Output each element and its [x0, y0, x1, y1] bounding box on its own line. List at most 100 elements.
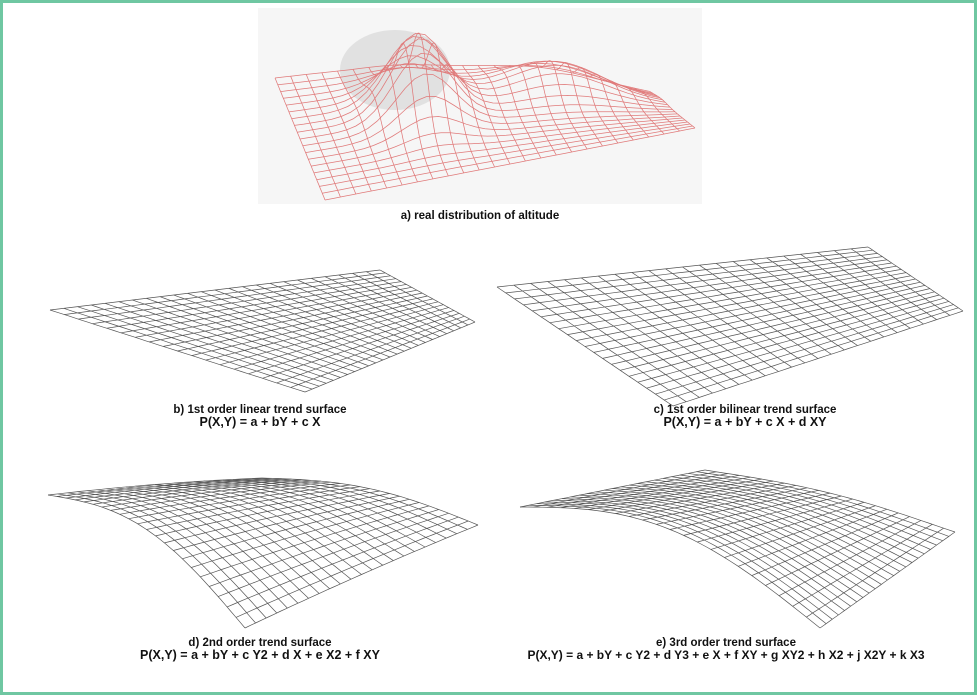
mesh-line-v	[191, 298, 433, 356]
mesh-line-v	[92, 479, 312, 505]
mesh-line-v	[290, 318, 470, 388]
mesh-line-v	[792, 523, 933, 607]
mesh-line-v	[276, 315, 465, 384]
panel-a-background	[258, 8, 702, 204]
caption-c: c) 1st order bilinear trend surface P(X,…	[585, 404, 905, 428]
mesh-line-v	[724, 505, 876, 558]
mesh-line-v	[637, 297, 945, 383]
mesh-line-v	[642, 487, 808, 521]
mesh-e-lines	[519, 469, 956, 629]
mesh-line-v	[226, 516, 459, 608]
mesh-line-v	[101, 480, 321, 508]
caption-c-text: c) 1st order bilinear trend surface	[653, 404, 837, 416]
mesh-line-v	[182, 498, 410, 560]
mesh-line-v	[209, 509, 439, 587]
mesh-line-v	[288, 45, 663, 113]
mesh-line-v	[305, 96, 678, 153]
mesh-line-v	[294, 32, 668, 126]
mesh-line-v	[629, 485, 796, 517]
mesh-line-v	[137, 486, 361, 525]
mesh-line-v	[751, 512, 899, 576]
mesh-line-v	[78, 275, 391, 320]
mesh-b-lines	[49, 269, 476, 393]
equation-b: P(X,Y) = a + bY + c X	[199, 415, 321, 429]
mesh-line-v	[523, 256, 883, 306]
mesh-d-lines	[47, 477, 479, 629]
mesh-line-v	[106, 281, 402, 329]
mesh-line-v	[806, 527, 944, 618]
mesh-line-v	[601, 480, 774, 512]
caption-e-text: e) 3rd order trend surface	[656, 637, 796, 649]
mesh-line-v	[519, 469, 706, 508]
mesh-line-u	[637, 483, 907, 568]
caption-d-text: d) 2nd order trend surface	[188, 637, 332, 649]
mesh-line-v	[235, 520, 469, 618]
mesh-line-v	[547, 473, 728, 508]
mesh-line-v	[697, 498, 853, 543]
mesh-line-v	[65, 478, 282, 499]
mesh-line-v	[134, 286, 412, 338]
mesh-line-v	[304, 321, 476, 393]
mesh-line-u	[688, 473, 943, 542]
mesh-line-v	[291, 36, 666, 120]
mesh-line-v	[576, 275, 911, 341]
mesh-line-v	[274, 64, 651, 92]
mesh-line-v	[128, 484, 351, 520]
caption-d: d) 2nd order trend surface P(X,Y) = a + …	[90, 637, 430, 661]
mesh-line-v	[280, 63, 656, 95]
mesh-line-v	[560, 475, 740, 509]
mesh-line-v	[819, 531, 956, 629]
mesh-line-v	[120, 284, 407, 334]
mesh-line-v	[602, 285, 926, 359]
caption-a-text: a) real distribution of altitude	[400, 210, 560, 222]
mesh-line-v	[505, 249, 873, 294]
mesh-line-v	[119, 483, 341, 515]
mesh-line-v	[778, 520, 922, 597]
mesh-line-v	[219, 304, 444, 366]
mesh-line-v	[324, 127, 696, 201]
caption-b-text: b) 1st order linear trend surface	[173, 404, 347, 416]
mesh-line-v	[672, 310, 964, 407]
mesh-c-lines	[496, 246, 964, 407]
caption-a: a) real distribution of altitude	[330, 210, 630, 222]
mesh-line-u	[696, 471, 950, 537]
mesh-line-v	[163, 292, 423, 347]
mesh-line-v	[83, 479, 302, 503]
mesh-line-v	[532, 259, 888, 312]
equation-c: P(X,Y) = a + bY + c X + d XY	[663, 415, 827, 429]
mesh-line-v	[64, 272, 386, 315]
mesh-line-v	[234, 307, 449, 370]
mesh-line-v	[319, 123, 691, 187]
mesh-line-v	[297, 38, 671, 133]
mesh-line-v	[628, 294, 940, 377]
mesh-line-v	[200, 505, 429, 578]
mesh-line-v	[669, 492, 831, 530]
mesh-line-v	[313, 119, 686, 174]
mesh-line-v	[244, 524, 479, 629]
mesh-line-v	[316, 121, 688, 181]
mesh-line-v	[302, 73, 676, 147]
mesh-line-v	[308, 115, 681, 160]
mesh-line-v	[584, 278, 916, 347]
mesh-line-v	[765, 516, 910, 586]
mesh-line-v	[533, 471, 717, 508]
mesh-line-v	[205, 301, 439, 361]
mesh-line-v	[92, 278, 396, 325]
mesh-line-v	[74, 478, 292, 501]
mesh-line-v	[110, 481, 331, 511]
mesh-line-v	[299, 53, 673, 140]
equation-e: P(X,Y) = a + bY + c Y2 + d Y3 + e X + f …	[527, 648, 925, 662]
mesh-line-v	[514, 253, 878, 300]
mesh-line-v	[656, 490, 819, 525]
equation-d: P(X,Y) = a + bY + c Y2 + d X + e X2 + f …	[140, 648, 380, 662]
mesh-line-v	[574, 476, 751, 509]
mesh-line-v	[311, 117, 683, 167]
mesh-line-v	[683, 495, 842, 536]
